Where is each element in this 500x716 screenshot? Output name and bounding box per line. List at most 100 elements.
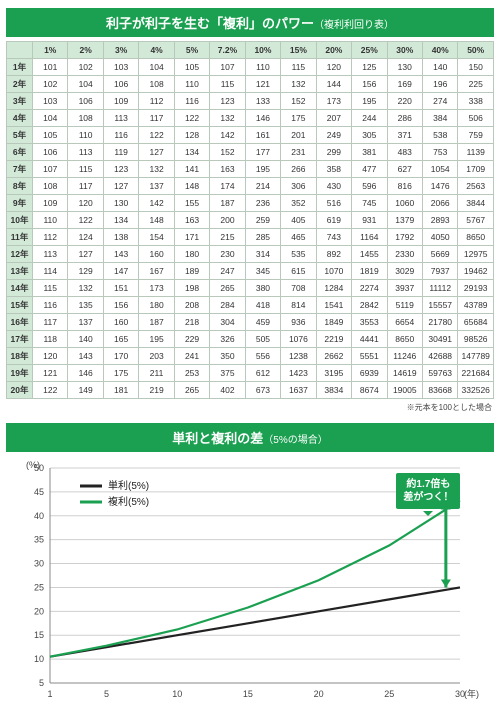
table-cell: 538: [422, 127, 457, 144]
table-cell: 127: [139, 144, 174, 161]
table-cell: 116: [174, 93, 209, 110]
table-cell: 163: [210, 161, 245, 178]
table-cell: 21780: [422, 314, 457, 331]
table-cell: 220: [387, 93, 422, 110]
year-label: 10年: [7, 212, 33, 229]
year-label: 3年: [7, 93, 33, 110]
table-footnote: ※元本を100とした場合: [6, 402, 492, 413]
table-cell: 120: [33, 348, 68, 365]
table-cell: 1541: [316, 297, 351, 314]
table-cell: 108: [139, 76, 174, 93]
table-cell: 132: [210, 110, 245, 127]
table-cell: 125: [352, 59, 387, 76]
table-cell: 345: [245, 263, 280, 280]
table-cell: 230: [210, 246, 245, 263]
table-cell: 121: [33, 365, 68, 382]
table-cell: 506: [458, 110, 494, 127]
table-cell: 225: [458, 76, 494, 93]
table-cell: 8674: [352, 382, 387, 399]
table-cell: 155: [174, 195, 209, 212]
table-cell: 612: [245, 365, 280, 382]
table-cell: 117: [139, 110, 174, 127]
table-cell: 1284: [316, 280, 351, 297]
table-cell: 137: [68, 314, 103, 331]
compound-line: [50, 500, 460, 656]
table-cell: 1076: [281, 331, 316, 348]
table-cell: 358: [316, 161, 351, 178]
table-cell: 332526: [458, 382, 494, 399]
table-cell: 108: [68, 110, 103, 127]
compound-interest-table: 1%2%3%4%5%7.2%10%15%20%25%30%40%50% 1年10…: [6, 41, 494, 399]
table-cell: 109: [103, 93, 138, 110]
table-cell: 8650: [458, 229, 494, 246]
table-cell: 2330: [387, 246, 422, 263]
table-cell: 122: [174, 110, 209, 127]
table-cell: 123: [210, 93, 245, 110]
table-cell: 286: [387, 110, 422, 127]
table-cell: 140: [422, 59, 457, 76]
table-cell: 241: [174, 348, 209, 365]
year-label: 1年: [7, 59, 33, 76]
rate-header: 2%: [68, 42, 103, 59]
table-cell: 5669: [422, 246, 457, 263]
svg-text:20: 20: [34, 606, 44, 616]
table-cell: 144: [316, 76, 351, 93]
table-cell: 2219: [316, 331, 351, 348]
table-cell: 104: [33, 110, 68, 127]
table-cell: 1455: [352, 246, 387, 263]
table-cell: 148: [139, 212, 174, 229]
table-cell: 231: [281, 144, 316, 161]
year-label: 7年: [7, 161, 33, 178]
table-cell: 8650: [387, 331, 422, 348]
table-cell: 892: [316, 246, 351, 263]
table-cell: 7937: [422, 263, 457, 280]
year-label: 9年: [7, 195, 33, 212]
year-label: 8年: [7, 178, 33, 195]
table-cell: 65684: [458, 314, 494, 331]
table-cell: 167: [139, 263, 174, 280]
table-cell: 430: [316, 178, 351, 195]
rate-header: 5%: [174, 42, 209, 59]
table-cell: 11112: [422, 280, 457, 297]
rate-header: 1%: [33, 42, 68, 59]
table-cell: 122: [33, 382, 68, 399]
rate-header: 4%: [139, 42, 174, 59]
table-cell: 114: [33, 263, 68, 280]
table-cell: 156: [352, 76, 387, 93]
table-cell: 189: [174, 263, 209, 280]
svg-text:5: 5: [104, 689, 109, 699]
table-cell: 244: [352, 110, 387, 127]
svg-text:10: 10: [34, 654, 44, 664]
table-cell: 596: [352, 178, 387, 195]
table-cell: 350: [210, 348, 245, 365]
table-cell: 141: [174, 161, 209, 178]
table-cell: 104: [139, 59, 174, 76]
svg-text:5: 5: [39, 678, 44, 688]
year-label: 5年: [7, 127, 33, 144]
table-cell: 143: [68, 348, 103, 365]
table-cell: 195: [139, 331, 174, 348]
table-cell: 284: [210, 297, 245, 314]
table-cell: 1054: [422, 161, 457, 178]
svg-text:(年): (年): [464, 688, 479, 699]
table-cell: 177: [245, 144, 280, 161]
rate-header: 3%: [103, 42, 138, 59]
rate-header: 15%: [281, 42, 316, 59]
table-cell: 12975: [458, 246, 494, 263]
table-cell: 2066: [422, 195, 457, 212]
table-cell: 6939: [352, 365, 387, 382]
svg-text:10: 10: [172, 689, 182, 699]
table-cell: 132: [68, 280, 103, 297]
year-label: 20年: [7, 382, 33, 399]
table-cell: 1819: [352, 263, 387, 280]
table-cell: 299: [316, 144, 351, 161]
year-label: 14年: [7, 280, 33, 297]
table-cell: 814: [281, 297, 316, 314]
table-cell: 3844: [458, 195, 494, 212]
table-cell: 148: [174, 178, 209, 195]
table-title: 利子が利子を生む「複利」のパワー（複利利回り表）: [6, 8, 494, 37]
table-cell: 556: [245, 348, 280, 365]
table-cell: 1238: [281, 348, 316, 365]
year-label: 2年: [7, 76, 33, 93]
table-cell: 3834: [316, 382, 351, 399]
